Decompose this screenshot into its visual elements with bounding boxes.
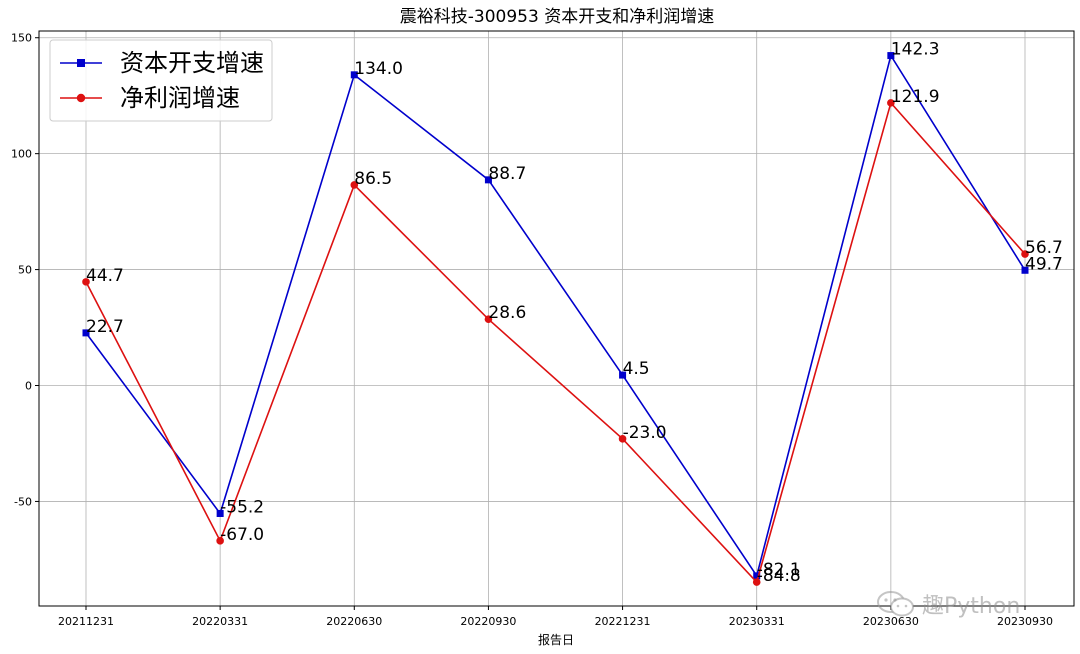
legend-box bbox=[49, 39, 273, 122]
data-label: 88.7 bbox=[488, 164, 526, 184]
x-axis: 20211231 20220331 20220630 20220930 20221231… bbox=[58, 606, 1053, 628]
data-point bbox=[618, 435, 627, 443]
legend-item: 资本开支增速 bbox=[60, 49, 264, 77]
plot-frame bbox=[38, 30, 1075, 607]
y-axis: -50 0 50 100 150 bbox=[11, 32, 39, 508]
data-label: -67.0 bbox=[220, 525, 264, 545]
data-point bbox=[216, 509, 224, 517]
x-tick-label: 20230630 bbox=[863, 615, 919, 628]
watermark: 趣Python bbox=[876, 588, 1020, 620]
legend-label: 资本开支增速 bbox=[120, 49, 264, 77]
data-point bbox=[216, 537, 224, 545]
data-label: -23.0 bbox=[623, 423, 667, 443]
data-point bbox=[82, 329, 90, 337]
watermark-text: 趣Python bbox=[922, 594, 1021, 619]
series-2 bbox=[82, 99, 1029, 586]
data-label: 4.5 bbox=[623, 359, 650, 379]
data-label: 121.9 bbox=[891, 87, 940, 107]
y-tick-label: 150 bbox=[11, 32, 32, 45]
series-line bbox=[85, 101, 1026, 584]
x-tick-label: 20230930 bbox=[997, 615, 1053, 628]
data-label: -82.1 bbox=[757, 560, 801, 580]
data-label: 134.0 bbox=[354, 59, 403, 79]
x-tick-label: 20221231 bbox=[595, 615, 651, 628]
data-point bbox=[82, 278, 90, 286]
legend-item: 净利润增速 bbox=[60, 84, 240, 112]
data-point bbox=[752, 578, 761, 586]
data-label: -55.2 bbox=[220, 497, 264, 517]
data-point bbox=[1021, 250, 1029, 258]
legend-marker bbox=[77, 59, 85, 67]
grid-lines bbox=[39, 31, 1074, 606]
data-point bbox=[753, 572, 761, 580]
x-tick-label: 20211231 bbox=[58, 615, 114, 628]
data-point bbox=[350, 181, 359, 189]
data-label: 49.7 bbox=[1025, 254, 1063, 274]
x-tick-label: 20220930 bbox=[460, 615, 516, 628]
data-point bbox=[887, 52, 895, 60]
y-tick-label: 100 bbox=[11, 148, 32, 161]
data-labels: 22.7 -55.2 134.0 88.7 4.5 -82.1 142.3 49.7 44.7 -… bbox=[86, 40, 1063, 587]
x-tick-label: 20220331 bbox=[192, 615, 248, 628]
x-tick-label: 20230331 bbox=[729, 615, 785, 628]
data-point bbox=[1021, 266, 1029, 274]
data-label: -84.8 bbox=[757, 566, 801, 586]
series-line bbox=[85, 53, 1026, 578]
series-1 bbox=[82, 52, 1029, 580]
y-tick-label: 50 bbox=[18, 264, 32, 277]
y-tick-label: -50 bbox=[14, 495, 32, 508]
series-layer bbox=[82, 52, 1029, 586]
data-point bbox=[484, 315, 493, 323]
data-label: 28.6 bbox=[488, 303, 526, 323]
data-point bbox=[887, 99, 895, 107]
wechat-icon bbox=[877, 591, 914, 617]
data-point bbox=[350, 71, 358, 79]
data-label: 44.7 bbox=[86, 266, 124, 286]
data-point bbox=[484, 176, 492, 184]
data-label: 86.5 bbox=[354, 169, 392, 189]
legend-marker bbox=[76, 93, 86, 103]
data-label: 22.7 bbox=[86, 317, 124, 337]
x-tick-label: 20220630 bbox=[326, 615, 382, 628]
chart-title: 震裕科技-300953 资本开支和净利润增速 bbox=[400, 7, 714, 27]
data-point bbox=[619, 371, 627, 379]
data-label: 56.7 bbox=[1025, 238, 1063, 258]
y-tick-label: 0 bbox=[25, 380, 32, 393]
data-label: 142.3 bbox=[891, 40, 940, 60]
x-axis-label: 报告日 bbox=[538, 632, 574, 647]
legend-label: 净利润增速 bbox=[120, 84, 240, 112]
